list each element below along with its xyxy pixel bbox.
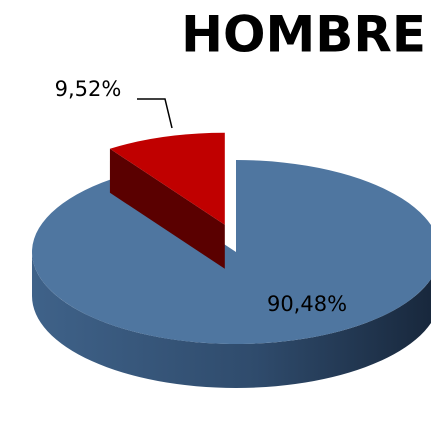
slice-side	[32, 252, 431, 388]
slice	[109, 132, 225, 225]
leader-line	[137, 98, 173, 129]
chart-title: HOMBRE	[181, 6, 426, 64]
slice-face	[109, 148, 225, 269]
slice	[32, 160, 431, 344]
data-label: 90,48%	[267, 292, 347, 316]
data-label: 9,52%	[55, 77, 122, 101]
